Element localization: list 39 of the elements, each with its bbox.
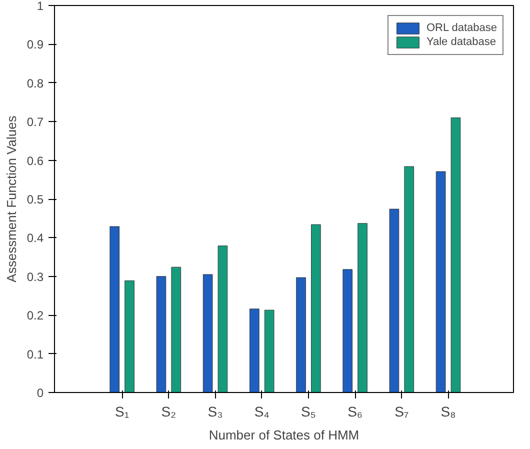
x-tick-label: S₄ [254,404,270,420]
x-tick-label: S₈ [440,404,456,420]
x-tick-label: S₇ [394,404,409,420]
y-tick-label: 0.3 [26,270,44,284]
bar [436,171,446,392]
bar [250,308,260,392]
x-tick-label: S₆ [348,404,363,420]
y-tick-label: 0.4 [26,231,44,246]
bar [156,276,166,392]
x-tick-label: S₃ [208,404,223,420]
bar [264,310,274,392]
y-tick-label: 0.2 [26,308,44,323]
bar [202,274,213,392]
bar [342,269,353,392]
legend-label: Yale database [426,35,496,49]
bar [110,226,120,392]
y-tick-label: 0 [36,386,44,400]
x-tick-label: S₂ [161,404,176,420]
y-tick-label: 0.7 [26,115,44,130]
y-tick-label: 0.8 [26,76,44,90]
x-axis-title: Number of States of HMM [208,428,360,442]
y-axis-title: Assessment Function Values [4,115,19,282]
bar [404,166,414,392]
bar [124,280,134,392]
bar [218,246,228,392]
legend-label: ORL database [426,21,497,35]
x-tick-label: S₁ [115,404,130,420]
bar [358,223,368,392]
bar [450,117,461,392]
bar [311,224,321,392]
y-tick-label: 0.5 [26,192,44,206]
y-tick-label: 0.9 [26,38,44,52]
y-tick-label: 1 [36,0,44,13]
bar [296,277,306,392]
bar [171,266,182,392]
x-tick-label: S₅ [300,404,316,420]
y-tick-label: 0.1 [26,347,44,362]
y-tick-label: 0.6 [26,154,44,168]
bar [389,208,400,392]
